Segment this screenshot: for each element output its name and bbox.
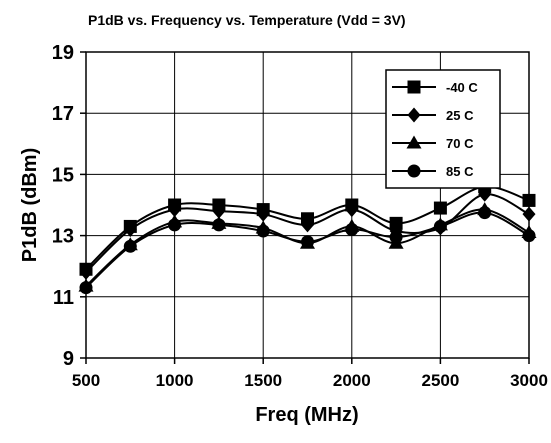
- data-point-diamond: [522, 206, 536, 222]
- data-point-diamond: [212, 203, 226, 219]
- data-point-circle: [301, 235, 314, 249]
- data-point-square: [389, 216, 403, 230]
- legend: -40 C 25 C 70 C 85 C: [385, 69, 501, 189]
- legend-label: -40 C: [446, 80, 478, 95]
- legend-marker-square: [407, 80, 421, 94]
- legend-label: 70 C: [446, 136, 474, 151]
- data-point-square: [433, 201, 447, 215]
- series-layer: [78, 180, 537, 295]
- x-tick-label: 1000: [156, 371, 194, 390]
- x-tick-label: 2500: [421, 371, 459, 390]
- data-point-circle: [433, 219, 447, 233]
- x-tick-label: 1500: [244, 371, 282, 390]
- x-tick-label: 3000: [510, 371, 548, 390]
- chart-title: P1dB vs. Frequency vs. Temperature (Vdd …: [88, 12, 406, 28]
- data-point-circle: [168, 218, 182, 232]
- data-point-diamond: [478, 186, 492, 202]
- data-point-circle: [522, 229, 536, 243]
- data-point-circle: [79, 281, 93, 295]
- y-tick-label: 11: [53, 287, 74, 309]
- y-tick-label: 19: [52, 42, 74, 64]
- y-tick-label: 9: [63, 348, 74, 370]
- legend-marker-triangle: [406, 135, 422, 149]
- x-tick-label: 500: [72, 371, 100, 390]
- data-point-circle: [389, 230, 403, 244]
- legend-label: 85 C: [446, 164, 474, 179]
- data-point-square: [522, 193, 536, 207]
- data-point-diamond: [123, 221, 137, 237]
- data-point-diamond: [256, 206, 270, 222]
- data-point-diamond: [345, 202, 359, 218]
- data-point-diamond: [79, 264, 93, 280]
- y-tick-label: 13: [52, 226, 74, 248]
- data-point-circle: [256, 224, 270, 238]
- data-point-circle: [345, 222, 359, 236]
- data-point-circle: [123, 239, 137, 253]
- data-point-circle: [478, 206, 492, 220]
- legend-box: [385, 69, 501, 189]
- legend-marker-diamond: [407, 107, 421, 123]
- data-point-diamond: [168, 202, 182, 218]
- y-axis-label: P1dB (dBm): [19, 148, 41, 262]
- data-point-circle: [212, 218, 226, 232]
- tick-labels: 9 11 13 15 17 19 500 1000 1500 2000 2500 3000: [52, 42, 548, 390]
- x-axis-label: Freq (MHz): [255, 404, 358, 426]
- data-point-diamond: [301, 217, 314, 233]
- legend-label: 25 C: [446, 108, 474, 123]
- series-4: [79, 206, 536, 295]
- legend-marker-circle: [407, 164, 421, 178]
- x-tick-label: 2000: [333, 371, 371, 390]
- y-tick-label: 17: [52, 103, 74, 125]
- y-tick-label: 15: [52, 164, 74, 186]
